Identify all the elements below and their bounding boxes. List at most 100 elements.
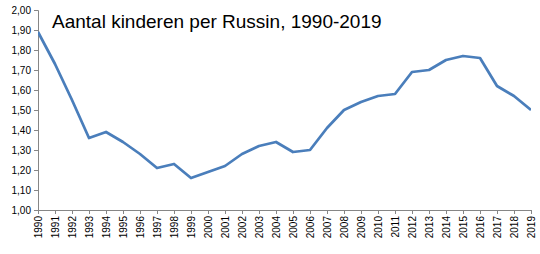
x-axis-line (39, 211, 532, 215)
x-tick-mark (344, 210, 345, 214)
x-tick-mark (378, 210, 379, 214)
x-tick: 1995 (118, 210, 129, 238)
x-tick-label: 2014 (441, 216, 452, 239)
y-tick: 1,20 (12, 165, 38, 176)
x-tick-label: 2016 (475, 216, 486, 239)
x-tick-label: 2009 (356, 216, 367, 239)
x-tick-mark (361, 210, 362, 214)
y-tick-mark (34, 30, 38, 31)
x-tick: 2004 (271, 210, 282, 238)
y-tick-label: 1,70 (12, 65, 32, 76)
x-tick: 1993 (84, 210, 95, 238)
y-tick: 1,00 (12, 205, 38, 216)
y-tick-mark (34, 210, 38, 211)
x-tick-mark (38, 210, 39, 214)
x-tick: 1994 (101, 210, 112, 238)
y-tick-label: 1,40 (12, 125, 32, 136)
y-tick-mark (34, 190, 38, 191)
x-tick: 2018 (509, 210, 520, 238)
y-tick-label: 1,10 (12, 185, 32, 196)
x-tick-mark (140, 210, 141, 214)
x-tick: 2006 (305, 210, 316, 238)
y-tick-label: 1,60 (12, 85, 32, 96)
x-tick: 2002 (237, 210, 248, 238)
x-tick-label: 1992 (67, 216, 78, 239)
y-tick-label: 1,20 (12, 165, 32, 176)
x-tick: 1990 (33, 210, 44, 238)
y-tick: 1,60 (12, 85, 38, 96)
x-tick-label: 2018 (509, 216, 520, 239)
y-tick: 1,50 (12, 105, 38, 116)
x-tick-mark (480, 210, 481, 214)
x-tick-mark (327, 210, 328, 214)
y-tick-mark (34, 50, 38, 51)
x-tick-label: 2011 (390, 216, 401, 238)
x-tick-label: 2015 (458, 216, 469, 239)
x-tick: 1996 (135, 210, 146, 238)
y-tick-label: 1,90 (12, 25, 32, 36)
x-tick-label: 2004 (271, 216, 282, 239)
x-tick-mark (429, 210, 430, 214)
x-tick: 2001 (220, 210, 231, 238)
title: Aantal kinderen per Russin, 1990-2019 (52, 11, 382, 32)
x-tick-mark (89, 210, 90, 214)
x-tick-label: 1999 (186, 216, 197, 239)
y-tick-mark (34, 170, 38, 171)
y-tick-mark (34, 90, 38, 91)
x-tick-label: 1996 (135, 216, 146, 239)
x-tick: 2007 (322, 210, 333, 238)
x-tick: 1998 (169, 210, 180, 238)
y-tick: 1,80 (12, 45, 38, 56)
y-tick: 1,30 (12, 145, 38, 156)
x-tick-mark (55, 210, 56, 214)
y-tick-mark (34, 130, 38, 131)
x-tick-label: 2002 (237, 216, 248, 239)
plot-area (38, 32, 531, 178)
x-axis: 1990 1991 1992 1993 1994 1995 1996 1997 1998 1999… (33, 210, 537, 238)
x-tick-mark (157, 210, 158, 214)
x-tick-label: 2000 (203, 216, 214, 239)
x-tick: 2010 (373, 210, 384, 238)
x-tick: 2008 (339, 210, 350, 238)
y-tick-mark (34, 110, 38, 111)
x-tick-label: 1995 (118, 216, 129, 239)
x-tick: 2016 (475, 210, 486, 238)
x-tick-mark (259, 210, 260, 214)
x-tick: 2005 (288, 210, 299, 238)
x-tick: 2013 (424, 210, 435, 238)
x-tick: 2000 (203, 210, 214, 238)
x-tick: 1997 (152, 210, 163, 238)
y-tick-label: 1,80 (12, 45, 32, 56)
x-tick-label: 2001 (220, 216, 231, 239)
x-tick-label: 2017 (492, 216, 503, 239)
y-tick-label: 1,30 (12, 145, 32, 156)
y-tick: 2,00 (12, 5, 38, 16)
y-tick: 1,90 (12, 25, 38, 36)
x-tick-label: 2007 (322, 216, 333, 239)
y-tick-mark (34, 150, 38, 151)
y-tick-label: 1,00 (12, 205, 32, 216)
x-tick-mark (531, 210, 532, 214)
y-tick: 1,70 (12, 65, 38, 76)
line (38, 32, 531, 178)
x-tick-label: 1991 (50, 216, 61, 239)
x-tick: 2019 (526, 210, 537, 238)
x-tick-mark (72, 210, 73, 214)
x-tick: 2017 (492, 210, 503, 238)
x-tick-label: 1994 (101, 216, 112, 239)
x-tick: 2009 (356, 210, 367, 238)
x-tick-mark (293, 210, 294, 214)
x-tick-mark (191, 210, 192, 214)
x-tick: 2015 (458, 210, 469, 238)
x-tick-label: 2008 (339, 216, 350, 239)
y-tick: 1,10 (12, 185, 38, 196)
y-tick-mark (34, 70, 38, 71)
x-tick: 2003 (254, 210, 265, 238)
x-tick-mark (174, 210, 175, 214)
x-tick-label: 1993 (84, 216, 95, 239)
x-tick-mark (123, 210, 124, 214)
x-tick: 1992 (67, 210, 78, 238)
x-tick-mark (412, 210, 413, 214)
x-tick: 1991 (50, 210, 61, 238)
x-tick-label: 1997 (152, 216, 163, 239)
